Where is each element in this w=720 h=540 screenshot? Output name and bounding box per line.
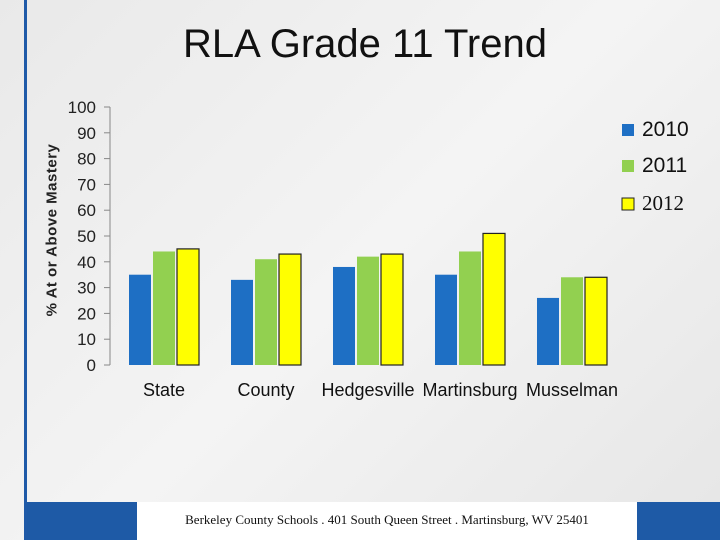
bar-2010 xyxy=(129,274,151,365)
bar-2010 xyxy=(537,297,559,365)
legend-swatch-2011 xyxy=(622,160,634,172)
x-tick-label: State xyxy=(143,380,185,400)
y-tick-label: 20 xyxy=(77,304,96,323)
bar-2012 xyxy=(380,253,404,366)
y-tick-label: 100 xyxy=(68,98,96,117)
y-tick-label: 50 xyxy=(77,227,96,246)
x-tick-label: Martinsburg xyxy=(422,380,517,400)
y-tick-label: 60 xyxy=(77,201,96,220)
y-tick-label: 10 xyxy=(77,330,96,349)
bar-2012 xyxy=(482,232,506,366)
bar-2010 xyxy=(435,274,457,365)
bar-2010 xyxy=(333,266,355,365)
legend-label-2012: 2012 xyxy=(642,191,684,215)
legend-label-2011: 2011 xyxy=(642,154,687,177)
y-tick-label: 30 xyxy=(77,279,96,298)
y-tick-label: 90 xyxy=(77,124,96,143)
chart-title: RLA Grade 11 Trend xyxy=(183,22,547,66)
x-tick-label: Musselman xyxy=(526,380,618,400)
y-tick-label: 70 xyxy=(77,175,96,194)
bar-2011 xyxy=(153,251,175,365)
x-tick-label: County xyxy=(237,380,294,400)
bar-2011 xyxy=(561,277,583,365)
bar-2012 xyxy=(176,248,200,366)
bar-2012 xyxy=(278,253,302,366)
footer-address: Berkeley County Schools . 401 South Quee… xyxy=(185,512,589,527)
y-tick-label: 40 xyxy=(77,253,96,272)
bar-2012 xyxy=(584,276,608,366)
y-tick-label: 80 xyxy=(77,150,96,169)
left-accent-rule xyxy=(24,0,27,540)
footer-address-box: Berkeley County Schools . 401 South Quee… xyxy=(137,502,637,540)
footer-bar: Berkeley County Schools . 401 South Quee… xyxy=(27,502,720,540)
y-tick-label: 0 xyxy=(87,356,96,375)
bar-2011 xyxy=(357,256,379,365)
legend-swatch-2010 xyxy=(622,124,634,136)
bar-2010 xyxy=(231,279,253,365)
legend-label-2010: 2010 xyxy=(642,118,689,141)
bar-2011 xyxy=(459,251,481,365)
bar-2011 xyxy=(255,259,277,365)
x-tick-label: Hedgesville xyxy=(321,380,414,400)
legend-swatch-2012 xyxy=(621,197,635,211)
